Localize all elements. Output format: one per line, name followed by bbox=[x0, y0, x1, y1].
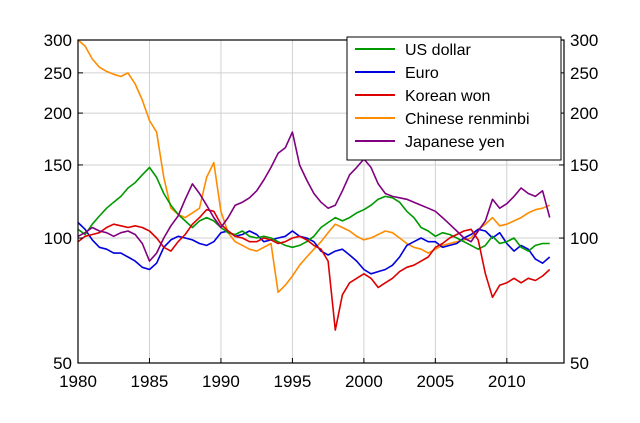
x-tick-label: 2010 bbox=[488, 372, 526, 391]
plot-frame bbox=[77, 39, 565, 364]
x-tick-label: 1985 bbox=[131, 372, 169, 391]
x-tick-label: 1995 bbox=[273, 372, 311, 391]
legend-label: Euro bbox=[405, 65, 439, 82]
y-tick-label-left: 50 bbox=[53, 354, 72, 373]
y-tick-label-right: 200 bbox=[570, 104, 598, 123]
y-tick-label-left: 100 bbox=[44, 229, 72, 248]
legend-label: US dollar bbox=[405, 42, 471, 59]
x-axis: 1980 1985 1990 1995 2000 2005 2010 bbox=[59, 358, 526, 391]
legend-box bbox=[346, 36, 562, 161]
series-layer bbox=[77, 39, 551, 331]
series-line-chinese-renminbi bbox=[77, 39, 551, 294]
y-tick-label-right: 300 bbox=[570, 31, 598, 50]
x-tick-label: 2000 bbox=[345, 372, 383, 391]
y-tick-label-left: 200 bbox=[44, 104, 72, 123]
series-line-japanese-yen bbox=[77, 131, 551, 262]
y-tick-label-left: 250 bbox=[44, 64, 72, 83]
y-tick-label-right: 50 bbox=[570, 354, 589, 373]
series-line-us-dollar bbox=[77, 166, 550, 252]
y-tick-label-left: 150 bbox=[44, 156, 72, 175]
legend: US dollar Euro Korean won Chinese renminbi J… bbox=[346, 36, 562, 161]
x-tick-label: 2005 bbox=[416, 372, 454, 391]
x-tick-label: 1980 bbox=[59, 372, 97, 391]
legend-label: Korean won bbox=[405, 88, 490, 105]
series-line-korean-won bbox=[77, 208, 551, 331]
y-tick-label-right: 100 bbox=[570, 229, 598, 248]
series-line-euro bbox=[77, 221, 551, 275]
y-tick-label-right: 250 bbox=[570, 64, 598, 83]
y-tick-label-left: 300 bbox=[44, 31, 72, 50]
x-tick-label: 1990 bbox=[202, 372, 240, 391]
legend-label: Chinese renminbi bbox=[405, 111, 530, 128]
legend-label: Japanese yen bbox=[405, 134, 505, 151]
y-tick-label-right: 150 bbox=[570, 156, 598, 175]
y-axis-right: 50 100 150 200 250 300 bbox=[559, 31, 598, 373]
y-axis-left: 50 100 150 200 250 300 bbox=[44, 31, 83, 373]
